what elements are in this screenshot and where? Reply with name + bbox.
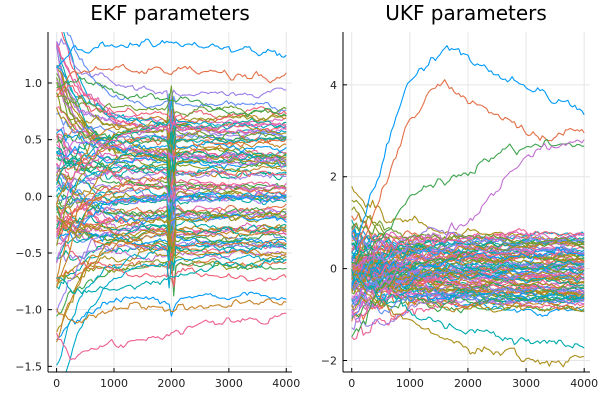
series-line (56, 112, 287, 162)
series-line (351, 271, 585, 368)
series-line (56, 258, 287, 295)
series-group (351, 45, 585, 368)
series-line (56, 43, 287, 139)
series-line (351, 231, 585, 271)
x-tick-label: 3000 (215, 377, 243, 390)
y-tick-label: 2 (330, 171, 337, 184)
series-line (65, 252, 287, 372)
y-tick-label: 0.0 (25, 190, 43, 203)
series-line (351, 293, 585, 320)
x-tick-label: 4000 (570, 377, 598, 390)
series-line (351, 138, 585, 265)
y-tick-label: −1.5 (15, 360, 42, 373)
y-tick-label: −2 (321, 355, 337, 368)
series-line (56, 133, 287, 200)
series-line (351, 246, 585, 288)
series-line (351, 272, 585, 301)
x-tick-label: 0 (53, 377, 60, 390)
series-line (56, 150, 287, 193)
series-line (56, 140, 287, 174)
series-line (56, 135, 287, 257)
x-tick-label: 4000 (272, 377, 300, 390)
series-line (351, 250, 585, 278)
series-line (351, 45, 585, 263)
series-line (351, 282, 585, 302)
x-tick-label: 1000 (396, 377, 424, 390)
x-tick-label: 2000 (454, 377, 482, 390)
series-line (351, 226, 585, 253)
y-tick-label: 1.0 (25, 77, 43, 90)
series-line (56, 38, 287, 110)
y-tick-label: −1.0 (15, 304, 42, 317)
chart-title: EKF parameters (90, 1, 250, 25)
series-line (56, 204, 287, 247)
series-line (56, 76, 287, 118)
series-line (56, 85, 287, 117)
x-tick-label: 2000 (157, 377, 185, 390)
chart-title: UKF parameters (385, 1, 547, 25)
x-tick-label: 3000 (512, 377, 540, 390)
series-line (56, 38, 287, 69)
series-group (56, 32, 287, 372)
series-line (56, 93, 287, 185)
series-line (56, 224, 287, 343)
series-line (56, 209, 287, 313)
series-line (56, 140, 287, 280)
series-line (56, 312, 287, 361)
series-line (351, 230, 585, 275)
series-line (351, 79, 585, 272)
series-line (56, 120, 287, 238)
series-line (351, 237, 585, 291)
series-line (56, 291, 287, 341)
y-tick-label: 0.5 (25, 134, 43, 147)
series-line (351, 278, 585, 323)
series-line (351, 251, 585, 283)
x-tick-label: 1000 (100, 377, 128, 390)
series-line (56, 253, 287, 285)
series-line (351, 220, 585, 246)
series-line (66, 32, 287, 132)
series-line (56, 122, 287, 154)
series-line (351, 258, 585, 312)
ukf-panel: UKF parameters 0 1000 2000 3000 4000 −2 0 2 4 (321, 1, 598, 390)
series-line (56, 298, 287, 324)
series-line (351, 268, 585, 349)
series-line (56, 194, 287, 227)
y-tick-label: −0.5 (15, 247, 42, 260)
series-line (56, 63, 287, 98)
series-line (351, 246, 585, 291)
series-line (351, 231, 585, 285)
y-tick-label: 0 (330, 263, 337, 276)
y-tick-label: 4 (330, 79, 337, 92)
series-line (351, 238, 585, 260)
ekf-panel: EKF parameters 0 1000 2000 3000 4000 −1.5 −1.0 −… (15, 1, 300, 390)
series-line (56, 201, 287, 257)
x-tick-label: 0 (348, 377, 355, 390)
series-line (351, 260, 585, 287)
series-line (56, 208, 287, 234)
series-line (56, 84, 287, 126)
series-line (351, 243, 585, 287)
series-line (351, 139, 585, 267)
